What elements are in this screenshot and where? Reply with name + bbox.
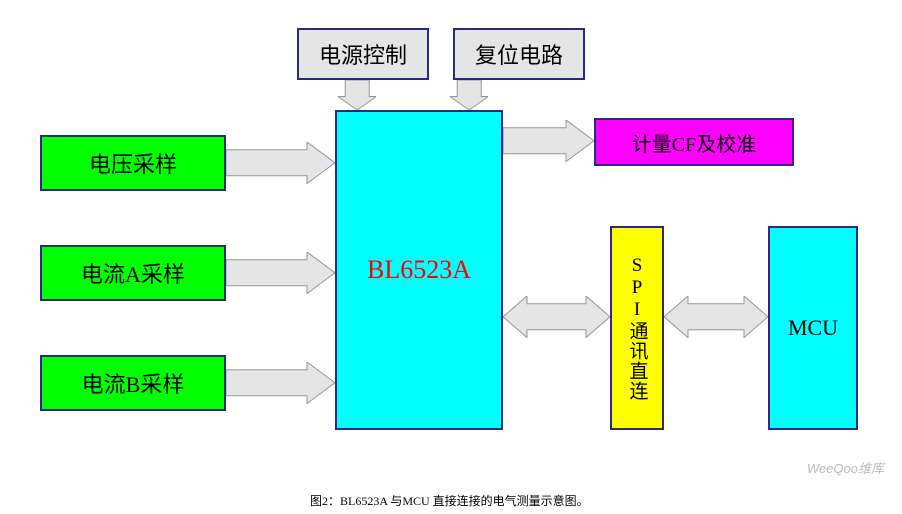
node-currB: 电流B采样 bbox=[40, 355, 226, 411]
arrow-cf_r bbox=[503, 120, 594, 162]
node-spi-label: SPI通讯直连 bbox=[624, 255, 651, 401]
arrow-reset_down bbox=[450, 80, 488, 110]
arrow-power_down bbox=[338, 80, 376, 110]
node-spi: SPI通讯直连 bbox=[610, 226, 664, 430]
node-reset-label: 复位电路 bbox=[475, 38, 563, 70]
node-power: 电源控制 bbox=[297, 28, 429, 80]
node-volt: 电压采样 bbox=[40, 135, 226, 191]
node-currB-label: 电流B采样 bbox=[82, 367, 185, 399]
arrow-currB_r bbox=[226, 362, 335, 404]
node-central-label: BL6523A bbox=[367, 255, 471, 285]
arrow-volt_r bbox=[226, 142, 335, 184]
arrow-currA_r bbox=[226, 252, 335, 294]
node-volt-label: 电压采样 bbox=[89, 147, 177, 179]
node-cf-label: 计量CF及校准 bbox=[632, 128, 756, 157]
node-mcu-label: MCU bbox=[788, 315, 838, 341]
node-currA: 电流A采样 bbox=[40, 245, 226, 301]
arrow-spi_mcu bbox=[664, 296, 768, 338]
arrow-bl_spi bbox=[503, 296, 610, 338]
caption: 图2：BL6523A 与MCU 直接连接的电气测量示意图。 bbox=[310, 492, 589, 509]
node-currA-label: 电流A采样 bbox=[81, 257, 185, 289]
watermark: WeeQoo维库 bbox=[807, 458, 884, 477]
node-reset: 复位电路 bbox=[453, 28, 585, 80]
node-cf: 计量CF及校准 bbox=[594, 118, 794, 166]
node-power-label: 电源控制 bbox=[319, 38, 407, 70]
node-central: BL6523A bbox=[335, 110, 503, 430]
node-mcu: MCU bbox=[768, 226, 858, 430]
